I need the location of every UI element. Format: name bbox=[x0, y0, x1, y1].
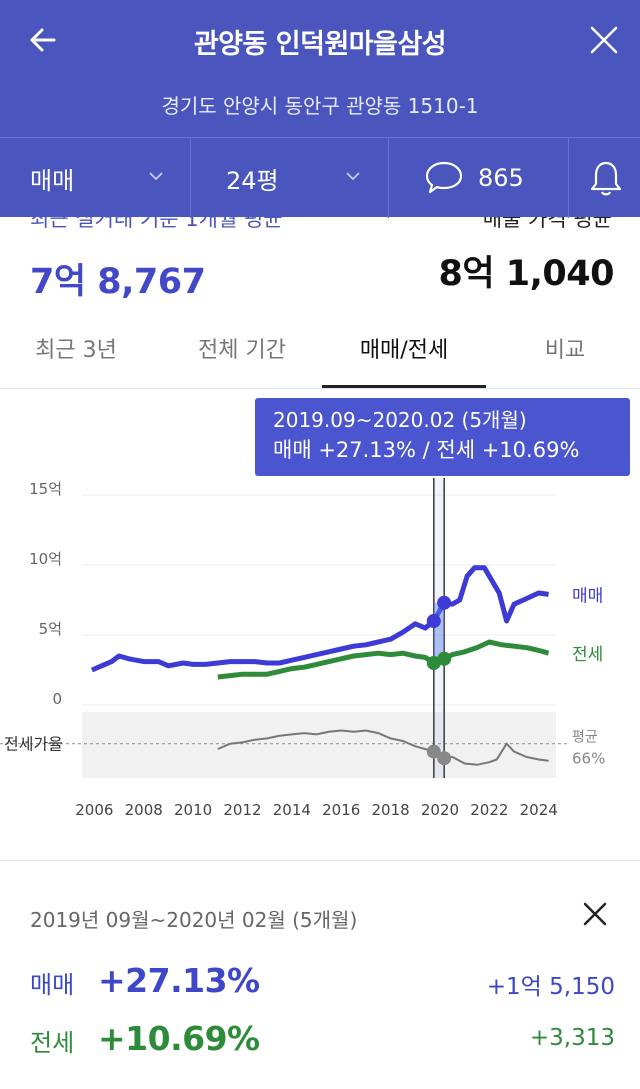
tab-sale-jeonse[interactable]: 매매/전세 bbox=[359, 338, 449, 363]
x-tick-label: 2020 bbox=[421, 801, 459, 819]
comments-button[interactable]: 865 bbox=[424, 138, 524, 218]
highlight-region bbox=[433, 478, 445, 778]
app-header: 관양동 인덕원마을삼성 경기도 안양시 동안구 관양동 1510-1 매매 24… bbox=[0, 0, 640, 218]
speech-bubble-icon bbox=[425, 161, 463, 194]
complex-address: 경기도 안양시 동안구 관양동 1510-1 bbox=[161, 94, 479, 118]
ratio-label: 전세가율 bbox=[4, 735, 63, 754]
y-tick-label: 10억 bbox=[29, 550, 62, 568]
sale-percent: +27.13% bbox=[98, 961, 260, 1000]
filter-bar: 매매 24평 865 bbox=[0, 137, 640, 218]
comment-count: 865 bbox=[478, 164, 524, 192]
detail-period: 2019년 09월~2020년 02월 (5개월) bbox=[30, 908, 358, 932]
filter-separator bbox=[190, 138, 191, 218]
ratio-line bbox=[217, 729, 549, 766]
y-tick-label: 15억 bbox=[29, 480, 62, 498]
sale-change-row: 매매 +27.13% +1억 5,150 bbox=[30, 961, 615, 1005]
filter-separator bbox=[388, 138, 389, 218]
jeonse-line bbox=[217, 639, 550, 680]
tooltip-period: 2019.09~2020.02 (5개월) bbox=[273, 408, 527, 432]
x-tick-label: 2006 bbox=[75, 801, 113, 819]
x-tick-label: 2008 bbox=[125, 801, 163, 819]
x-tick-label: 2024 bbox=[520, 801, 558, 819]
chevron-down-icon bbox=[346, 172, 360, 181]
sale-label: 매매 bbox=[30, 971, 75, 999]
listing-avg-price: 8억 1,040 bbox=[438, 254, 615, 294]
jeonse-label: 전세 bbox=[30, 1029, 75, 1057]
x-tick-label: 2018 bbox=[372, 801, 410, 819]
close-icon[interactable] bbox=[584, 20, 624, 60]
sale-amount: +1억 5,150 bbox=[486, 974, 615, 1000]
jeonse-series-label: 전세 bbox=[572, 645, 603, 665]
close-icon[interactable] bbox=[578, 897, 612, 931]
jeonse-marker bbox=[437, 651, 452, 666]
ratio-avg-label: 평균 bbox=[572, 730, 598, 746]
price-chart-svg: 15억 10억 5억 0 전세가율 평균 66% 2006 2008 2010 2012 2014 20… bbox=[0, 478, 605, 819]
trade-type-select[interactable]: 매매 bbox=[30, 138, 74, 218]
tab-recent-3y[interactable]: 최근 3년 bbox=[35, 338, 117, 363]
active-tab-indicator bbox=[322, 385, 486, 388]
area-select[interactable]: 24평 bbox=[226, 138, 279, 218]
sale-line bbox=[90, 565, 549, 673]
sale-series-label: 매매 bbox=[572, 586, 603, 606]
x-tick-label: 2012 bbox=[223, 801, 261, 819]
sale-marker bbox=[437, 595, 452, 610]
ratio-marker bbox=[437, 751, 452, 766]
ratio-band bbox=[82, 712, 556, 778]
listing-avg-caption: 매물 가격 평균 bbox=[482, 217, 612, 231]
trade-type-label: 매매 bbox=[30, 166, 75, 195]
x-tick-label: 2022 bbox=[470, 801, 508, 819]
chart-tabs: 최근 3년 전체 기간 매매/전세 비교 bbox=[0, 307, 640, 389]
area-label: 24평 bbox=[226, 166, 279, 195]
jeonse-amount: +3,313 bbox=[529, 1025, 615, 1051]
x-tick-label: 2014 bbox=[273, 801, 311, 819]
tooltip-change: 매매 +27.13% / 전세 +10.69% bbox=[273, 438, 580, 462]
recent-avg-caption: 최근 실거래 기준 1개월 평균 bbox=[30, 217, 283, 231]
chevron-down-icon bbox=[149, 172, 163, 181]
sale-marker bbox=[426, 614, 441, 628]
recent-avg-price: 7억 8,767 bbox=[30, 262, 206, 302]
ratio-marker bbox=[426, 744, 441, 759]
back-arrow-icon[interactable] bbox=[24, 20, 64, 60]
y-tick-label: 0 bbox=[52, 690, 62, 708]
bell-icon[interactable] bbox=[588, 158, 624, 198]
x-tick-label: 2010 bbox=[174, 801, 212, 819]
y-tick-label: 5억 bbox=[39, 620, 62, 638]
tab-compare[interactable]: 비교 bbox=[544, 338, 586, 363]
tab-all-period[interactable]: 전체 기간 bbox=[198, 338, 286, 363]
filter-separator bbox=[568, 138, 569, 218]
x-tick-label: 2016 bbox=[322, 801, 360, 819]
period-detail-panel: 2019년 09월~2020년 02월 (5개월) 매매 +27.13% +1억… bbox=[0, 861, 640, 1089]
complex-title: 관양동 인덕원마을삼성 bbox=[193, 29, 447, 60]
jeonse-percent: +10.69% bbox=[98, 1019, 260, 1058]
ratio-avg-value: 66% bbox=[572, 750, 605, 768]
section-divider bbox=[0, 860, 640, 861]
price-chart[interactable]: 15억 10억 5억 0 전세가율 평균 66% 2006 2008 2010 2012 2014 20… bbox=[0, 390, 640, 860]
selection-tooltip: 2019.09~2020.02 (5개월) 매매 +27.13% / 전세 +1… bbox=[255, 398, 630, 476]
highlight-change-fill bbox=[433, 602, 445, 663]
jeonse-change-row: 전세 +10.69% +3,313 bbox=[30, 1019, 615, 1063]
price-summary: 최근 실거래 기준 1개월 평균 매물 가격 평균 7억 8,767 8억 1,… bbox=[0, 217, 640, 307]
